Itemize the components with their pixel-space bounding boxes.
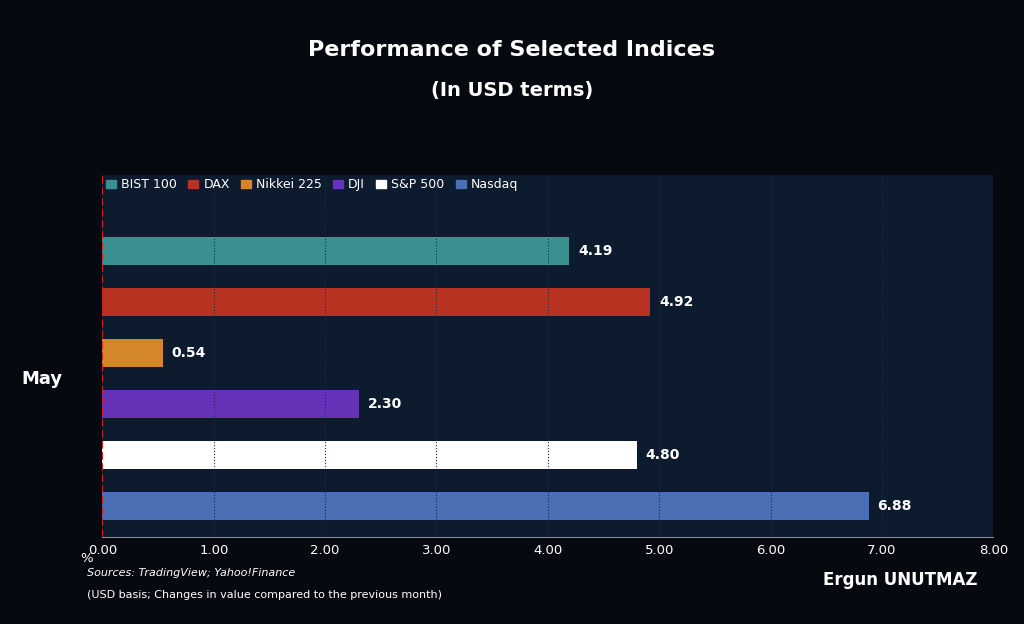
Text: 4.92: 4.92 bbox=[659, 295, 693, 309]
Text: Sources: TradingView; Yahoo!Finance: Sources: TradingView; Yahoo!Finance bbox=[87, 568, 295, 578]
Text: 6.88: 6.88 bbox=[878, 499, 911, 513]
Text: May: May bbox=[22, 369, 62, 388]
Bar bbox=[102, 492, 868, 520]
Bar bbox=[102, 390, 358, 418]
Text: %: % bbox=[81, 552, 93, 565]
Text: Performance of Selected Indices: Performance of Selected Indices bbox=[308, 40, 716, 60]
Text: Ergun UNUTMAZ: Ergun UNUTMAZ bbox=[823, 572, 978, 589]
Bar bbox=[102, 288, 650, 316]
Bar bbox=[102, 339, 163, 367]
Text: 4.80: 4.80 bbox=[646, 448, 680, 462]
Text: 0.54: 0.54 bbox=[171, 346, 206, 360]
Legend: BIST 100, DAX, Nikkei 225, DJI, S&P 500, Nasdaq: BIST 100, DAX, Nikkei 225, DJI, S&P 500,… bbox=[106, 178, 518, 192]
Text: (USD basis; Changes in value compared to the previous month): (USD basis; Changes in value compared to… bbox=[87, 590, 442, 600]
Bar bbox=[102, 441, 637, 469]
Bar bbox=[102, 237, 569, 265]
Text: 4.19: 4.19 bbox=[578, 244, 612, 258]
Text: 2.30: 2.30 bbox=[368, 397, 401, 411]
Text: (In USD terms): (In USD terms) bbox=[431, 81, 593, 100]
